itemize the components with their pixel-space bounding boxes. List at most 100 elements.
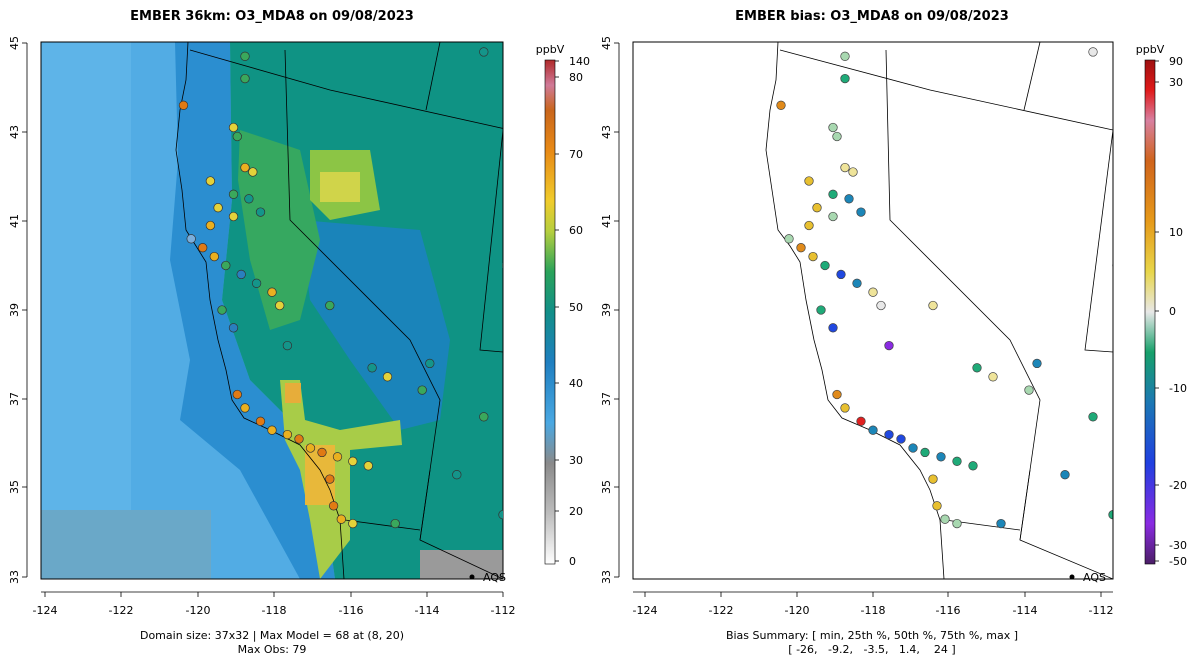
model-ocean-far — [41, 42, 131, 579]
bias-site-marker — [868, 425, 878, 435]
obs-site-marker — [425, 358, 435, 369]
obs-site-marker — [267, 287, 277, 297]
bias-site-marker — [952, 456, 962, 466]
left-colorbar-tick-label: 40 — [569, 377, 583, 390]
obs-site-marker — [452, 470, 462, 480]
left-panel: EMBER 36km: O3_MDA8 on 09/08/2023 — [8, 9, 590, 656]
left-colorbar-tick-label: 70 — [569, 148, 583, 161]
right-y-tick-label: 43 — [600, 125, 613, 139]
bias-site-marker — [932, 501, 942, 511]
left-nv-az-line — [419, 469, 503, 579]
obs-site-marker — [325, 300, 335, 311]
bias-site-marker — [1060, 470, 1070, 480]
bias-site-marker — [988, 372, 998, 382]
bias-site-marker — [784, 234, 794, 244]
bias-site-marker — [920, 447, 930, 458]
left-y-tick-label: 43 — [8, 125, 21, 139]
right-colorbar-tick-label: 90 — [1169, 55, 1183, 68]
obs-site-marker — [217, 305, 227, 315]
obs-site-marker — [275, 300, 285, 311]
bias-site-marker — [1121, 346, 1130, 355]
obs-site-marker — [294, 434, 304, 444]
left-footer-line2: Max Obs: 79 — [238, 643, 307, 656]
bias-site-marker — [1032, 358, 1042, 369]
obs-site-marker — [282, 340, 293, 351]
obs-site-marker — [198, 243, 208, 253]
obs-site-marker — [228, 323, 239, 333]
right-x-tick-label: -118 — [861, 604, 886, 617]
right-y-tick-label: 33 — [600, 570, 613, 584]
obs-site-marker — [186, 234, 196, 244]
right-aqs-label: AQS — [1083, 571, 1106, 584]
bias-site-marker — [808, 251, 818, 262]
right-aqs-marker — [1069, 574, 1075, 580]
obs-site-marker — [240, 73, 250, 84]
right-colorbar-tick-label: -10 — [1169, 382, 1187, 395]
left-mexico-line — [344, 519, 421, 531]
left-colorbar-ticks: 0 20 30 40 50 60 70 80 140 — [555, 55, 590, 568]
right-x-tick-label: -120 — [785, 604, 810, 617]
left-colorbar-tick-label: 140 — [569, 55, 590, 68]
left-map-frame — [40, 41, 504, 580]
bias-site-marker — [908, 443, 918, 453]
obs-site-marker — [255, 416, 266, 426]
obs-site-marker — [228, 189, 239, 199]
obs-site-marker — [240, 403, 250, 413]
left-x-axis: -124 -122 -120 -118 -116 -114 -112 — [33, 591, 516, 617]
obs-site-marker — [213, 203, 223, 213]
bias-site-marker — [804, 176, 814, 186]
right-colorbar-tick-label: -20 — [1169, 479, 1187, 492]
left-colorbar: ppbV 0 20 30 40 50 60 70 80 140 — [536, 43, 590, 568]
right-x-axis: -124 -122 -120 -118 -116 -114 -112 — [633, 591, 1113, 617]
obs-site-marker — [209, 251, 219, 262]
obs-site-marker — [228, 211, 239, 222]
obs-site-marker — [363, 461, 373, 471]
left-x-tick-label: -122 — [109, 604, 134, 617]
right-x-tick-label: -124 — [633, 604, 658, 617]
bias-site-marker — [952, 518, 962, 529]
right-x-tick-label: -114 — [1013, 604, 1038, 617]
left-colorbar-tick-label: 60 — [569, 224, 583, 237]
bias-site-marker — [848, 167, 858, 177]
right-colorbar-tick-label: -50 — [1169, 555, 1187, 568]
right-panel-title: EMBER bias: O3_MDA8 on 09/08/2023 — [735, 9, 1009, 24]
bias-site-marker — [884, 429, 894, 440]
obs-site-marker — [479, 47, 489, 57]
right-map-frame — [632, 41, 1114, 580]
obs-site-marker — [240, 51, 250, 61]
left-x-tick-label: -124 — [33, 604, 58, 617]
obs-site-marker — [479, 412, 489, 422]
obs-site-marker — [348, 456, 358, 466]
obs-site-marker — [382, 372, 393, 382]
obs-site-marker — [498, 510, 503, 520]
left-model-field — [41, 42, 503, 579]
bias-site-marker — [876, 300, 886, 311]
bias-site-marker — [856, 207, 866, 217]
left-x-tick-label: -112 — [491, 604, 516, 617]
obs-site-marker — [317, 447, 327, 458]
obs-site-marker — [221, 260, 231, 271]
bias-site-marker — [776, 100, 786, 110]
left-y-tick-label: 33 — [8, 570, 21, 584]
bias-site-marker — [840, 162, 850, 173]
right-x-tick-label: -116 — [936, 604, 961, 617]
bias-site-marker — [996, 518, 1006, 529]
obs-site-marker — [390, 518, 400, 529]
bias-site-marker — [816, 305, 826, 315]
bias-site-marker — [928, 474, 938, 484]
bias-site-marker — [828, 323, 838, 333]
model-ocean-south — [41, 510, 211, 579]
obs-site-marker — [251, 278, 262, 288]
bias-site-marker — [896, 434, 906, 444]
left-aqs-marker — [469, 574, 475, 580]
left-y-tick-label: 39 — [8, 303, 21, 317]
obs-site-marker — [205, 176, 216, 186]
obs-site-marker — [255, 207, 266, 217]
obs-site-marker — [236, 269, 246, 280]
model-se-gray — [420, 550, 503, 579]
bias-site-marker — [828, 122, 838, 133]
left-x-tick-label: -120 — [186, 604, 211, 617]
left-colorbar-tick-label: 50 — [569, 301, 583, 314]
obs-site-marker — [328, 501, 339, 511]
